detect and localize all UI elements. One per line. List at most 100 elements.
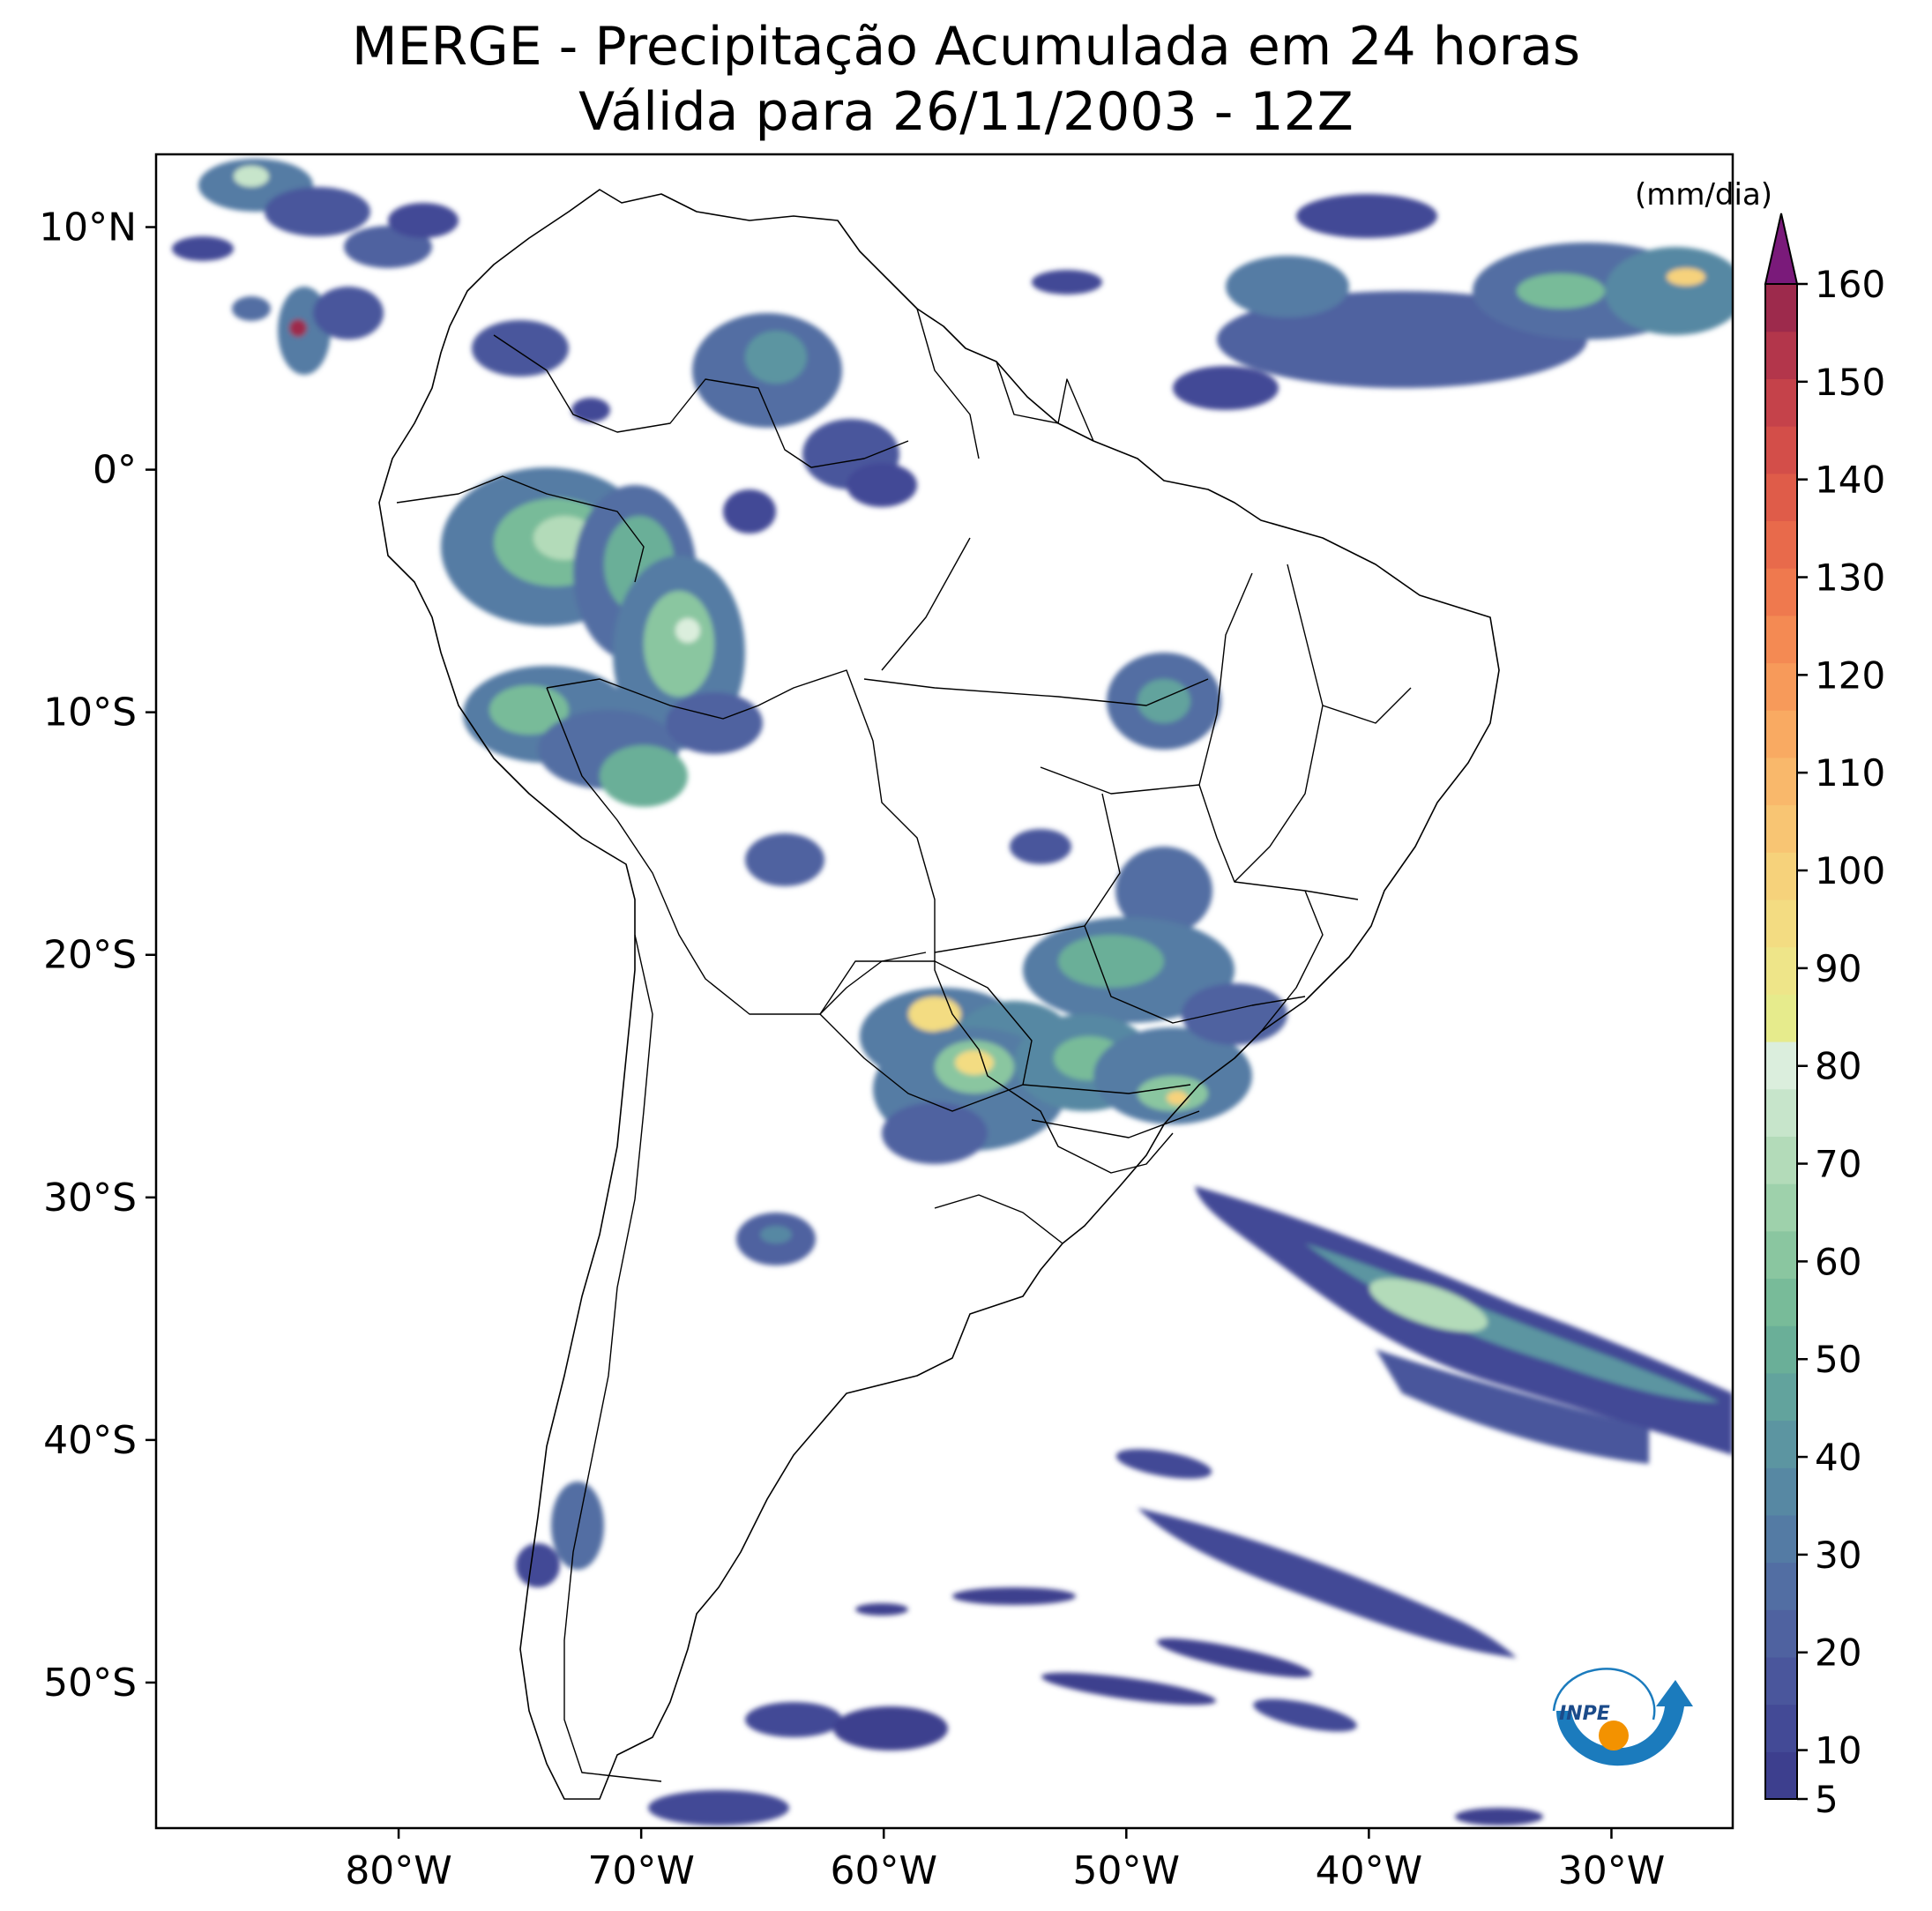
inpe-logo: INPE [1552, 1668, 1693, 1766]
colorbar-segment [1765, 852, 1797, 900]
map-subtitle: Válida para 26/11/2003 - 12Z [578, 81, 1354, 143]
lon-tick-label: 30°W [1558, 1848, 1666, 1893]
colorbar-segment [1765, 1136, 1797, 1184]
colorbar-tick-label: 160 [1815, 263, 1885, 306]
colorbar-tick-label: 130 [1815, 556, 1885, 600]
colorbar-tick-label: 100 [1815, 849, 1885, 892]
colorbar-segment [1765, 994, 1797, 1042]
colorbar-segment [1765, 946, 1797, 995]
colorbar-segment [1765, 1420, 1797, 1468]
latitude-axis: 10°N 0° 10°S 20°S 30°S 40°S 50°S [39, 205, 156, 1706]
colorbar-tick-label: 10 [1815, 1729, 1861, 1773]
longitude-axis: 80°W 70°W 60°W 50°W 40°W 30°W [345, 1828, 1665, 1893]
lon-tick-label: 80°W [345, 1848, 452, 1893]
map-title: MERGE - Precipitação Acumulada em 24 hor… [351, 16, 1581, 78]
colorbar-segment [1765, 426, 1797, 474]
colorbar-segment [1765, 1041, 1797, 1090]
colombia-venezuela-border [493, 334, 909, 468]
rain-central-america [172, 159, 459, 375]
colorbar-segment [1765, 284, 1797, 332]
precipitation-layer [172, 159, 1733, 1825]
inpe-sun-icon [1599, 1721, 1629, 1751]
colorbar-segment [1765, 1325, 1797, 1374]
colorbar-segment [1765, 1562, 1797, 1610]
lat-tick-label: 10°S [43, 690, 137, 735]
colorbar-segment [1765, 710, 1797, 758]
lat-tick-label: 30°S [43, 1176, 137, 1221]
rain-central-brazil [745, 653, 1221, 886]
colorbar-tick-label: 110 [1815, 751, 1885, 795]
lat-tick-label: 0° [93, 448, 137, 493]
rain-north-sa [472, 313, 917, 507]
colorbar-segment [1765, 1656, 1797, 1706]
colorbar-segment [1765, 804, 1797, 853]
lat-tick-label: 50°S [43, 1661, 137, 1706]
colorbar-segment [1765, 378, 1797, 427]
uruguay-border [934, 1194, 1063, 1244]
colorbar-tick-label: 60 [1815, 1240, 1861, 1283]
colorbar-segment [1765, 899, 1797, 948]
lon-tick-label: 40°W [1316, 1848, 1423, 1893]
colorbar-tick-label: 120 [1815, 653, 1885, 697]
colorbar-segment [1765, 1609, 1797, 1658]
colorbar-tick-label: 90 [1815, 947, 1861, 990]
paraguay-border [819, 960, 1033, 1112]
lon-tick-label: 70°W [587, 1848, 695, 1893]
colorbar-ticks: 5 10 20 30 40 50 60 70 80 90 100 110 120 130 140 150 160 [1797, 263, 1885, 1821]
guianas-borders [916, 308, 1094, 459]
lat-tick-label: 20°S [43, 933, 137, 978]
colorbar: (mm/dia) 5 10 20 30 40 50 60 70 80 90 100 110 120 130… [1635, 177, 1885, 1821]
colorbar-tick-label: 30 [1815, 1534, 1861, 1577]
colorbar-tick-label: 80 [1815, 1045, 1861, 1088]
colorbar-segment [1765, 1372, 1797, 1422]
colorbar-tick-label: 5 [1815, 1778, 1839, 1821]
colorbar-segment [1765, 1088, 1797, 1137]
colorbar-tick-label: 20 [1815, 1631, 1861, 1675]
lat-tick-label: 40°S [43, 1418, 137, 1463]
colorbar-unit: (mm/dia) [1635, 177, 1772, 213]
rain-argentina [736, 1213, 816, 1265]
colorbar-segment [1765, 568, 1797, 616]
ecuador-peru-border [396, 475, 645, 583]
rain-south-atlantic-front [855, 1186, 1733, 1732]
lon-tick-label: 60°W [830, 1848, 937, 1893]
lon-tick-label: 50°W [1073, 1848, 1181, 1893]
rain-amazon [441, 467, 776, 807]
rain-atlantic-north [1032, 194, 1733, 410]
colorbar-segment [1765, 757, 1797, 806]
colorbar-segment [1765, 520, 1797, 569]
inpe-arc-icon [1556, 1680, 1693, 1766]
colorbar-segment [1765, 1467, 1797, 1516]
colorbar-segment [1765, 662, 1797, 711]
colorbar-frame [1764, 283, 1798, 1800]
colorbar-segment [1765, 331, 1797, 379]
argentina-chile-border [563, 934, 662, 1782]
brazil-states [863, 537, 1412, 1138]
colorbar-segment [1765, 1183, 1797, 1232]
colorbar-tick-label: 50 [1815, 1338, 1861, 1381]
lat-tick-label: 10°N [39, 205, 137, 250]
colorbar-segment [1765, 473, 1797, 522]
rain-patagonia [516, 1482, 1543, 1825]
rain-south-brazil [860, 847, 1287, 1164]
south-america-coastline [378, 189, 1500, 1800]
inpe-orbit-icon [1552, 1668, 1656, 1721]
peru-bolivia-border [546, 687, 927, 1015]
colorbar-tick-label: 70 [1815, 1143, 1861, 1186]
colorbar-tick-label: 40 [1815, 1436, 1861, 1479]
inpe-logo-text: INPE [1559, 1703, 1610, 1725]
colorbar-segment [1765, 615, 1797, 664]
brazil-border [546, 669, 1174, 1174]
colorbar-segment [1765, 1230, 1797, 1280]
colorbar-segment [1765, 1514, 1797, 1564]
colorbar-segment [1765, 1278, 1797, 1326]
colorbar-segments [1764, 213, 1799, 1800]
colorbar-tick-label: 140 [1815, 459, 1885, 502]
colorbar-tick-label: 150 [1815, 361, 1885, 404]
map-frame [154, 153, 1734, 1830]
coastlines-and-borders [378, 189, 1500, 1800]
colorbar-segment [1765, 1751, 1797, 1800]
colorbar-segment [1765, 1704, 1797, 1752]
colorbar-extend-arrow [1764, 213, 1799, 285]
